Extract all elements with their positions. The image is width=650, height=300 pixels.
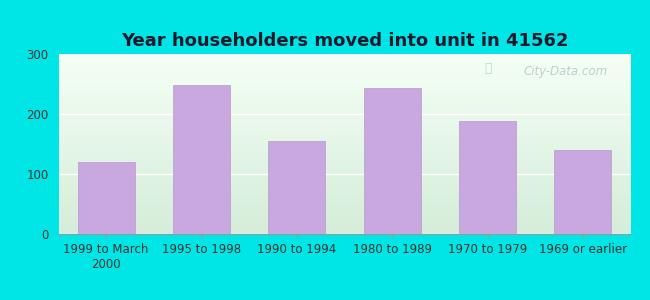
Bar [173, 85, 230, 234]
Text: City-Data.com: City-Data.com [523, 65, 608, 78]
Bar [554, 150, 612, 234]
Bar [77, 162, 135, 234]
Bar [268, 141, 326, 234]
Bar [363, 88, 421, 234]
Title: Year householders moved into unit in 41562: Year householders moved into unit in 415… [121, 32, 568, 50]
Bar [459, 121, 516, 234]
Text: ⓘ: ⓘ [485, 62, 492, 75]
